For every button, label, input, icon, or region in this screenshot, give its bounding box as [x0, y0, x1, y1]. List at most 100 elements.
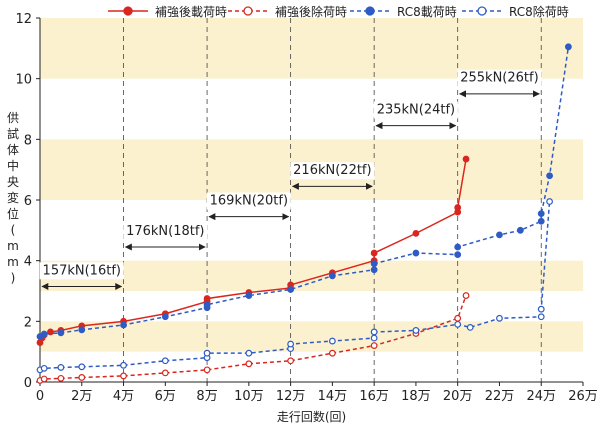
y-tick-label: 4 [24, 255, 32, 270]
data-point [370, 260, 378, 268]
y-tick-label: 8 [24, 133, 32, 148]
annotation-label-bg-3 [290, 162, 375, 180]
x-tick-label: 26万 [568, 389, 598, 404]
data-point [245, 349, 253, 357]
annotation-label: 157kN(16tf) [43, 263, 121, 278]
data-point [328, 337, 336, 345]
data-point [370, 266, 378, 274]
data-point [203, 301, 211, 309]
legend-label: RC8除荷時 [509, 4, 569, 19]
y-tick-label: 10 [15, 73, 32, 88]
x-tick-label: 12万 [276, 389, 306, 404]
band-0 [40, 321, 583, 352]
legend-swatch-marker-0 [123, 6, 133, 16]
annotation-label: 235kN(24tf) [377, 103, 455, 118]
legend-label: 補強後除荷時 [275, 4, 347, 19]
data-point [120, 372, 127, 380]
data-point [537, 217, 545, 225]
annotation-label: 216kN(22tf) [293, 163, 371, 178]
series-line [39, 295, 467, 382]
x-tick-label: 2万 [71, 389, 92, 404]
x-tick-label: 10万 [234, 389, 264, 404]
data-point [454, 204, 462, 211]
y-tick-label: 12 [15, 12, 32, 27]
data-point [462, 155, 470, 163]
data-point [78, 326, 86, 334]
data-point [496, 231, 503, 239]
data-point [412, 327, 420, 334]
data-point [245, 360, 253, 368]
annotation-label-bg-5 [457, 69, 542, 87]
band-1 [40, 260, 583, 291]
data-point [412, 249, 420, 257]
data-point [203, 295, 211, 302]
series-2 [36, 43, 572, 340]
annotation-label: 255kN(26tf) [460, 71, 538, 86]
data-point [245, 292, 253, 299]
y-tick-label: 0 [24, 376, 32, 391]
data-point [287, 286, 295, 293]
data-point [78, 363, 86, 371]
legend-swatch-marker-1 [243, 6, 253, 16]
data-point [537, 305, 545, 313]
data-point [203, 366, 211, 374]
x-tick-label: 24万 [526, 389, 556, 404]
x-tick-label: 16万 [359, 389, 389, 404]
x-tick-label: 20万 [443, 389, 473, 404]
data-point [57, 329, 65, 337]
annotation-label-bg-1 [123, 222, 208, 240]
x-tick-label: 4万 [113, 389, 134, 404]
data-point [496, 314, 503, 322]
data-point [516, 226, 524, 234]
data-point [161, 357, 169, 365]
data-point [454, 251, 462, 259]
background-bands [40, 18, 583, 352]
data-point [203, 349, 211, 357]
data-point [537, 210, 545, 218]
data-point [370, 328, 378, 336]
data-point [546, 198, 553, 205]
x-ticks: 0 2万 4万 6万 8万 10万 12万 14万 16万 18万 20万 22万 24万 26万 [36, 382, 598, 404]
data-point [161, 369, 169, 377]
data-point [462, 292, 470, 299]
x-tick-label: 0 [36, 389, 44, 404]
x-tick-label: 18万 [401, 389, 431, 404]
data-point [287, 340, 295, 348]
annotation-label: 169kN(20tf) [210, 194, 288, 209]
legend-swatch-marker-2 [365, 6, 375, 16]
data-point [120, 321, 127, 329]
data-point [370, 249, 378, 257]
data-point [454, 243, 462, 251]
series-line [39, 46, 570, 338]
data-point [546, 172, 553, 180]
legend-label: RC8載荷時 [397, 5, 457, 19]
data-point [466, 324, 474, 331]
y-tick-label: 2 [24, 315, 32, 330]
data-point [78, 374, 86, 381]
data-point [454, 320, 462, 328]
data-point [120, 361, 127, 369]
x-tick-label: 22万 [485, 389, 515, 404]
x-axis-title: 走行回数(回) [277, 409, 346, 424]
legend-swatch-marker-3 [477, 6, 487, 16]
data-point [40, 364, 48, 372]
annotation-label-bg-2 [206, 192, 291, 210]
data-point [537, 313, 545, 321]
data-point [40, 375, 48, 383]
legend-label: 補強後載荷時 [155, 5, 227, 19]
annotation-label: 176kN(18tf) [126, 224, 204, 239]
data-point [287, 357, 295, 365]
y-axis-title: 供試体中央変位(m m) [7, 111, 19, 285]
annotation-label-bg-4 [373, 101, 458, 119]
data-point [370, 334, 378, 342]
y-ticks: 0 2 4 6 8 10 12 [15, 12, 40, 391]
series-3 [36, 198, 553, 374]
y-tick-label: 6 [24, 194, 32, 209]
data-point [412, 229, 420, 237]
x-tick-label: 14万 [318, 389, 348, 404]
data-point [57, 374, 65, 382]
data-point [328, 349, 336, 357]
series-1 [36, 292, 470, 384]
